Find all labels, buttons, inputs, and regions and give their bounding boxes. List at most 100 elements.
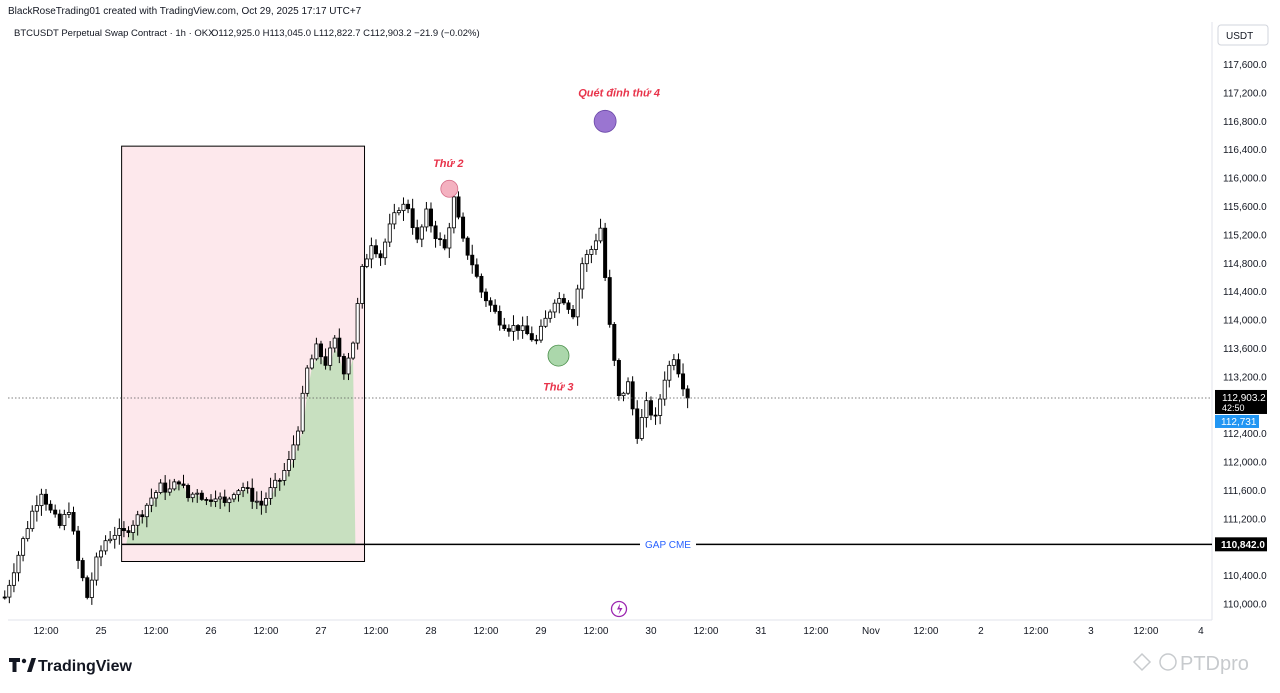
- candle[interactable]: [378, 250, 383, 266]
- candle[interactable]: [7, 579, 12, 604]
- candle[interactable]: [76, 525, 81, 569]
- candle[interactable]: [305, 365, 310, 397]
- candle[interactable]: [286, 450, 291, 477]
- candle[interactable]: [21, 536, 26, 562]
- candle[interactable]: [25, 521, 30, 542]
- currency-box[interactable]: [1217, 24, 1269, 46]
- candle[interactable]: [621, 391, 626, 402]
- candle[interactable]: [99, 545, 104, 567]
- candle[interactable]: [112, 526, 117, 549]
- candle[interactable]: [218, 492, 223, 509]
- candle[interactable]: [346, 352, 351, 381]
- candle[interactable]: [557, 292, 562, 314]
- candle[interactable]: [341, 353, 346, 380]
- candle[interactable]: [364, 253, 369, 269]
- candle[interactable]: [392, 203, 397, 230]
- candle[interactable]: [11, 563, 16, 593]
- candle[interactable]: [80, 557, 85, 582]
- candle[interactable]: [516, 324, 521, 340]
- event-lightning-icon[interactable]: [610, 600, 628, 618]
- candle[interactable]: [213, 490, 218, 508]
- candle[interactable]: [465, 236, 470, 260]
- candle[interactable]: [561, 293, 566, 306]
- candle[interactable]: [428, 202, 433, 233]
- candle[interactable]: [566, 300, 571, 314]
- candle[interactable]: [314, 337, 319, 361]
- candle[interactable]: [369, 237, 374, 269]
- candle[interactable]: [598, 218, 603, 244]
- candle[interactable]: [410, 198, 415, 235]
- candle[interactable]: [433, 220, 438, 248]
- candle[interactable]: [584, 249, 589, 272]
- candle[interactable]: [406, 199, 411, 214]
- candle[interactable]: [108, 530, 113, 544]
- candle[interactable]: [167, 479, 172, 496]
- candle[interactable]: [648, 396, 653, 421]
- candle[interactable]: [190, 492, 195, 503]
- candle[interactable]: [534, 334, 539, 345]
- candle[interactable]: [671, 354, 676, 371]
- candle[interactable]: [268, 477, 273, 505]
- candle[interactable]: [626, 377, 631, 395]
- candle[interactable]: [231, 492, 236, 503]
- candle[interactable]: [227, 496, 232, 513]
- candle[interactable]: [144, 503, 149, 528]
- candle[interactable]: [612, 322, 617, 367]
- candle[interactable]: [85, 575, 90, 600]
- candle[interactable]: [488, 297, 493, 313]
- candle[interactable]: [355, 297, 360, 350]
- candle[interactable]: [176, 480, 181, 491]
- candle[interactable]: [662, 371, 667, 406]
- candle[interactable]: [538, 319, 543, 343]
- candle[interactable]: [520, 316, 525, 339]
- candle[interactable]: [415, 219, 420, 244]
- candle[interactable]: [241, 482, 246, 498]
- candle[interactable]: [2, 590, 7, 600]
- candle[interactable]: [163, 475, 168, 501]
- candle[interactable]: [607, 269, 612, 328]
- candle[interactable]: [153, 490, 158, 507]
- candle[interactable]: [493, 299, 498, 314]
- candle[interactable]: [337, 328, 342, 364]
- candle[interactable]: [616, 358, 621, 401]
- candle[interactable]: [511, 315, 516, 341]
- candle[interactable]: [263, 492, 268, 514]
- candle[interactable]: [245, 481, 250, 494]
- candle[interactable]: [204, 497, 209, 506]
- candle[interactable]: [57, 509, 62, 529]
- candle[interactable]: [181, 474, 186, 489]
- candle[interactable]: [71, 506, 76, 535]
- candle[interactable]: [318, 340, 323, 365]
- candle[interactable]: [30, 505, 35, 532]
- top-2-marker[interactable]: [440, 179, 459, 198]
- candle[interactable]: [639, 409, 644, 441]
- candle[interactable]: [48, 500, 53, 514]
- candle[interactable]: [419, 224, 424, 248]
- candle[interactable]: [135, 510, 140, 536]
- candle[interactable]: [543, 310, 548, 328]
- candle[interactable]: [117, 518, 122, 545]
- candle[interactable]: [506, 324, 511, 337]
- candle[interactable]: [89, 572, 94, 605]
- candle[interactable]: [172, 478, 177, 491]
- candle[interactable]: [323, 348, 328, 370]
- candle[interactable]: [121, 521, 126, 538]
- bottom-3-marker[interactable]: [547, 344, 570, 367]
- candle[interactable]: [424, 201, 429, 232]
- candle[interactable]: [456, 191, 461, 220]
- candle[interactable]: [291, 435, 296, 468]
- candle[interactable]: [126, 526, 131, 538]
- candle[interactable]: [149, 488, 154, 513]
- candle[interactable]: [442, 234, 447, 251]
- candle[interactable]: [373, 239, 378, 258]
- candle[interactable]: [635, 400, 640, 444]
- candle[interactable]: [309, 354, 314, 370]
- candle[interactable]: [199, 490, 204, 501]
- candle[interactable]: [131, 520, 136, 541]
- candle[interactable]: [479, 273, 484, 298]
- candle[interactable]: [470, 244, 475, 274]
- candle[interactable]: [461, 212, 466, 242]
- candle[interactable]: [351, 341, 356, 361]
- candle[interactable]: [236, 488, 241, 502]
